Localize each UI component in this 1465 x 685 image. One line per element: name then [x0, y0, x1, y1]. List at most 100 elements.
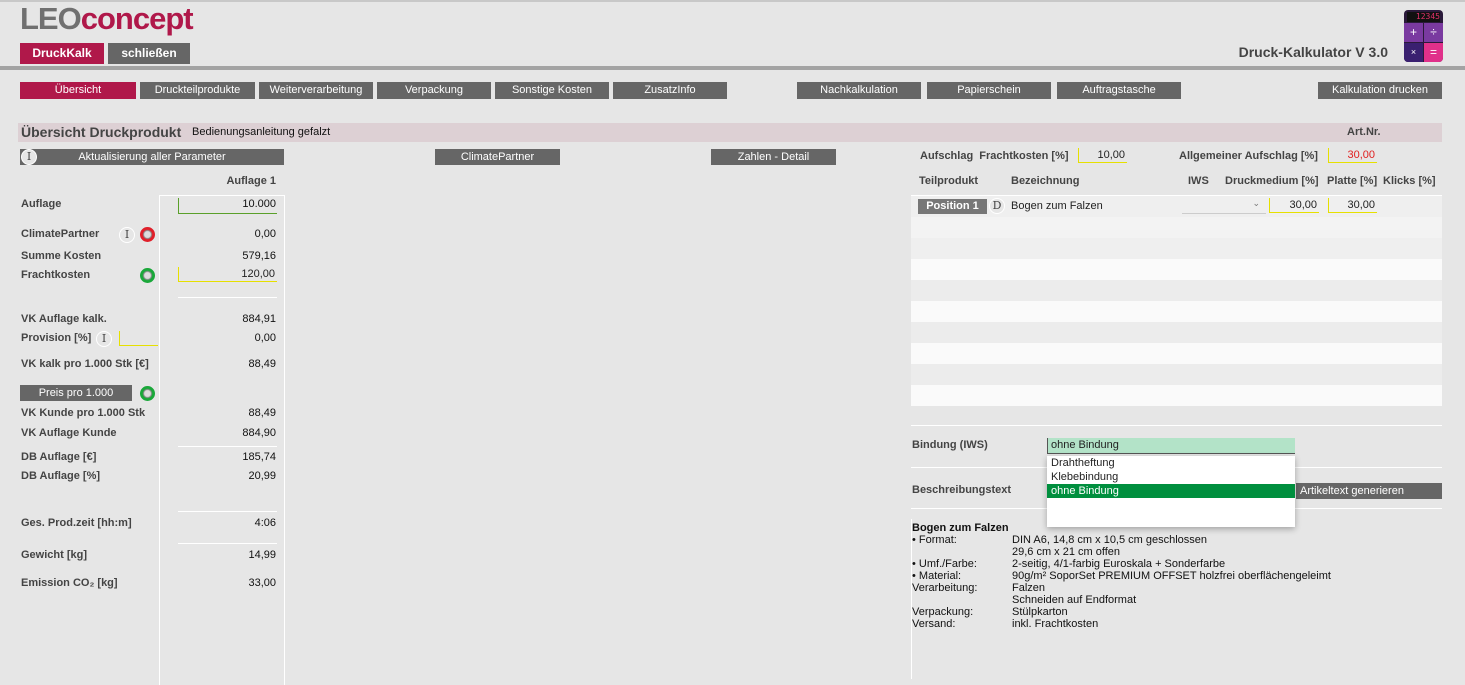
papierschein-button[interactable]: Papierschein	[927, 82, 1051, 99]
section-header: Übersicht Druckprodukt Bedienungsanleitu…	[18, 123, 1442, 142]
binding-dropdown[interactable]: Drahtheftung Klebebindung ohne Bindung	[1047, 456, 1295, 527]
platte-input[interactable]: 30,00	[1328, 198, 1377, 213]
update-parameters-button[interactable]: Aktualisierung aller Parameter	[20, 149, 284, 165]
close-button[interactable]: schließen	[108, 43, 190, 64]
status-green-icon[interactable]	[140, 386, 155, 401]
empty-row	[911, 343, 1442, 364]
part-name: Bogen zum Falzen	[1011, 200, 1103, 212]
value-provision: 0,00	[254, 332, 276, 344]
label-auflage: Auflage	[21, 198, 62, 210]
general-surcharge-input[interactable]: 30,00	[1328, 148, 1377, 163]
header-iws: IWS	[1188, 175, 1209, 187]
status-red-icon[interactable]	[140, 227, 155, 242]
frachtkosten-input[interactable]: 120,00	[178, 267, 277, 282]
label-provision: Provision [%]	[21, 332, 92, 344]
info-icon[interactable]: I	[21, 149, 37, 165]
freight-surcharge-label: Aufschlag Frachtkosten [%]	[920, 150, 1069, 162]
iws-select[interactable]: ⌄	[1182, 198, 1266, 214]
auflage-input[interactable]: 10.000	[178, 198, 277, 214]
label-vk-auflage-kalk: VK Auflage kalk.	[21, 313, 107, 325]
table-row[interactable]	[911, 195, 1442, 217]
value-vk-auflage-kunde: 884,90	[242, 427, 276, 439]
number-details-button[interactable]: Zahlen - Detail	[711, 149, 836, 165]
description-value: Schneiden auf Endformat	[1012, 594, 1137, 606]
description-key: • Umf./Farbe:	[912, 558, 977, 570]
tab-druckteilprodukte[interactable]: Druckteilprodukte	[140, 82, 255, 99]
description-value: Falzen	[1012, 582, 1046, 594]
label-climatepartner: ClimatePartner	[21, 228, 100, 240]
auftragstasche-button[interactable]: Auftragstasche	[1057, 82, 1181, 99]
description-value: 90g/m² SoporSet PREMIUM OFFSET holzfrei …	[1012, 570, 1331, 582]
description-key: Versand:	[912, 618, 956, 630]
description-border	[911, 519, 912, 679]
description-key	[912, 546, 1012, 558]
provision-input[interactable]	[119, 331, 158, 346]
label-db-auflage-pct: DB Auflage [%]	[21, 470, 101, 482]
print-calculation-button[interactable]: Kalkulation drucken	[1318, 82, 1442, 99]
position-button[interactable]: Position 1	[918, 199, 987, 214]
description-label: Beschreibungstext	[912, 484, 1012, 496]
value-gewicht: 14,99	[248, 549, 276, 561]
empty-row	[911, 280, 1442, 301]
label-emission: Emission CO₂ [kg]	[21, 577, 118, 589]
nachkalkulation-button[interactable]: Nachkalkulation	[797, 82, 921, 99]
column-header: Auflage 1	[226, 175, 276, 187]
tab-sonstige-kosten[interactable]: Sonstige Kosten	[495, 82, 609, 99]
value-climatepartner: 0,00	[254, 228, 276, 240]
binding-select[interactable]: ohne Bindung	[1047, 438, 1295, 454]
divider	[178, 543, 277, 544]
label-prod-zeit: Ges. Prod.zeit [hh:m]	[21, 517, 132, 529]
label-vk-kalk-pro-1000: VK kalk pro 1.000 Stk [€]	[21, 358, 149, 370]
d-badge-icon[interactable]: D	[989, 198, 1005, 214]
app-title: Druck-Kalkulator V 3.0	[1238, 44, 1388, 60]
logo-concept: concept	[80, 1, 194, 36]
info-icon[interactable]: I	[96, 331, 112, 347]
value-summe-kosten: 579,16	[242, 250, 276, 262]
description-line: • Material: 90g/m² SoporSet PREMIUM OFFSE…	[912, 570, 1331, 582]
generate-article-text-button[interactable]: Artikeltext generieren	[1296, 483, 1442, 499]
top-border	[0, 0, 1465, 2]
tab-weiterverarbeitung[interactable]: Weiterverarbeitung	[259, 82, 373, 99]
description-title: Bogen zum Falzen	[912, 522, 1009, 534]
logo: LEOconcept	[20, 1, 194, 36]
description-line: Verpackung: Stülpkarton	[912, 606, 1331, 618]
description-value: 2-seitig, 4/1-farbig Euroskala + Sonderf…	[1012, 558, 1226, 570]
description-line: Verarbeitung: Falzen	[912, 582, 1331, 594]
option-ohne-bindung[interactable]: ohne Bindung	[1047, 484, 1295, 498]
calc-display: 12345	[1407, 12, 1440, 22]
climatepartner-button[interactable]: ClimatePartner	[435, 149, 560, 165]
header-druckmedium: Druckmedium [%]	[1225, 175, 1319, 187]
label-frachtkosten: Frachtkosten	[21, 269, 91, 281]
freight-surcharge-input[interactable]: 10,00	[1078, 148, 1127, 163]
multiply-key: ×	[1404, 43, 1423, 62]
calculator-icon[interactable]: 12345 + ÷ × =	[1404, 10, 1443, 62]
value-emission: 33,00	[248, 577, 276, 589]
empty-row	[911, 385, 1442, 406]
values-column	[159, 195, 285, 685]
plus-key: +	[1404, 23, 1423, 42]
description-key: Verarbeitung:	[912, 582, 978, 594]
value-db-auflage-pct: 20,99	[248, 470, 276, 482]
tab-zusatzinfo[interactable]: ZusatzInfo	[613, 82, 727, 99]
druckmedium-input[interactable]: 30,00	[1269, 198, 1319, 213]
price-per-1000-button[interactable]: Preis pro 1.000	[20, 385, 132, 401]
description-value: 29,6 cm x 21 cm offen	[1012, 546, 1121, 558]
empty-row	[911, 238, 1442, 259]
druckkalk-button[interactable]: DruckKalk	[20, 43, 104, 64]
header-platte: Platte [%]	[1327, 175, 1378, 187]
tab-verpackung[interactable]: Verpackung	[377, 82, 491, 99]
tab-uebersicht[interactable]: Übersicht	[20, 82, 136, 99]
empty-row	[911, 259, 1442, 280]
status-green-icon[interactable]	[140, 268, 155, 283]
option-drahtheftung[interactable]: Drahtheftung	[1051, 457, 1115, 469]
header-klicks: Klicks [%]	[1383, 175, 1436, 187]
description-text: Bogen zum Falzen • Format: DIN A6, 14,8 c…	[912, 522, 1331, 630]
divider	[178, 297, 277, 298]
header-separator	[0, 66, 1465, 70]
label-summe-kosten: Summe Kosten	[21, 250, 102, 262]
value-prod-zeit: 4:06	[254, 517, 276, 529]
info-icon[interactable]: I	[119, 227, 135, 243]
option-klebebindung[interactable]: Klebebindung	[1051, 471, 1119, 483]
value-vk-auflage-kalk: 884,91	[242, 313, 276, 325]
general-surcharge-label: Allgemeiner Aufschlag [%]	[1179, 150, 1318, 162]
